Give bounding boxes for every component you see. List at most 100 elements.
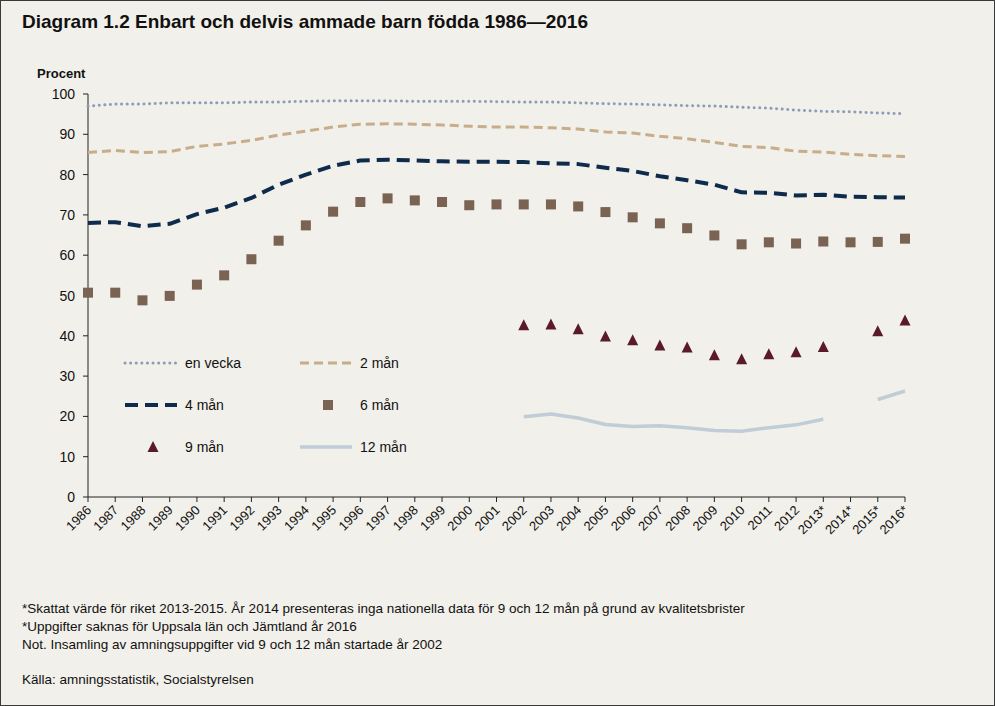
series-marker (410, 195, 420, 205)
x-tick (632, 497, 633, 502)
y-axis-label: Procent (37, 66, 86, 81)
x-tick (714, 497, 715, 502)
series-marker (518, 319, 529, 330)
legend-swatch (125, 362, 177, 365)
series-marker (545, 319, 556, 330)
x-tick-label: 1993 (254, 503, 285, 534)
title: Diagram 1.2 Enbart och delvis ammade bar… (22, 11, 588, 32)
series-marker (137, 295, 147, 305)
series-marker (165, 291, 175, 301)
x-tick-label: 1991 (199, 503, 230, 534)
x-tick (850, 497, 851, 502)
series-marker (274, 236, 284, 246)
series-marker (655, 218, 665, 228)
series-marker (492, 199, 502, 209)
y-tick-label: 10 (59, 449, 75, 465)
x-tick-label: 2013* (795, 503, 830, 538)
x-tick-label: 2005 (580, 503, 611, 534)
x-tick-label: 2004 (553, 503, 584, 534)
y-tick-label: 90 (59, 126, 75, 142)
series-marker (628, 212, 638, 222)
x-tick-label: 1999 (417, 503, 448, 534)
y-tick-label: 30 (59, 368, 75, 384)
series-marker (791, 346, 802, 357)
y-tick-label: 80 (59, 167, 75, 183)
legend: en vecka2 mån4 mån6 mån9 mån12 mån (125, 355, 407, 455)
series-marker (900, 234, 910, 244)
x-tick (877, 497, 878, 502)
x-tick (387, 497, 388, 502)
series-marker (709, 230, 719, 240)
x-tick (741, 497, 742, 502)
series-marker (873, 237, 883, 247)
series-marker (573, 323, 584, 334)
series-marker (600, 331, 611, 342)
x-tick-label: 2006 (608, 503, 639, 534)
x-tick-label: 2001 (472, 503, 503, 534)
y-tick-label: 50 (59, 288, 75, 304)
x-tick-label: 2014* (822, 503, 857, 538)
series-marker (682, 223, 692, 233)
series-marker (573, 201, 583, 211)
series-marker (110, 288, 120, 298)
x-tick (823, 497, 824, 502)
y-tick-label: 40 (59, 328, 75, 344)
x-tick (687, 497, 688, 502)
x-tick (659, 497, 660, 502)
x-tick-label: 2000 (444, 503, 475, 534)
series-marker (464, 200, 474, 210)
series-marker (355, 197, 365, 207)
x-tick-label: 2003 (526, 503, 557, 534)
x-tick (360, 497, 361, 502)
y-tick (83, 214, 88, 215)
x-tick-label: 2002 (499, 503, 530, 534)
series-marker (846, 237, 856, 247)
x-tick (333, 497, 334, 502)
legend-label: en vecka (185, 355, 241, 371)
y-tick (83, 134, 88, 135)
x-tick (88, 497, 89, 502)
series-marker (764, 237, 774, 247)
x-tick (523, 497, 524, 502)
background (1, 1, 995, 706)
x-tick (796, 497, 797, 502)
series-marker (791, 239, 801, 249)
note: *Skattat värde för riket 2013-2015. År 2… (22, 601, 745, 616)
series-marker (737, 239, 747, 249)
y-tick (83, 94, 88, 95)
x-tick (278, 497, 279, 502)
legend-label: 12 mån (360, 439, 407, 455)
x-tick (251, 497, 252, 502)
legend-label: 4 mån (185, 397, 224, 413)
x-tick (578, 497, 579, 502)
series-marker (736, 353, 747, 364)
series-marker (818, 341, 829, 352)
series-marker (83, 288, 93, 298)
series-marker (192, 280, 202, 290)
x-tick-label: 1995 (308, 503, 339, 534)
series-marker (654, 339, 665, 350)
note: Not. Insamling av amningsuppgifter vid 9… (22, 637, 442, 652)
x-tick (442, 497, 443, 502)
x-tick-label: 1992 (226, 503, 257, 534)
legend-swatch (125, 403, 177, 407)
chart: Diagram 1.2 Enbart och delvis ammade bar… (0, 0, 995, 706)
series-marker (709, 349, 720, 360)
series-marker (301, 220, 311, 230)
x-tick (224, 497, 225, 502)
legend-swatch (300, 445, 352, 449)
series-marker (546, 199, 556, 209)
x-tick-label: 2009 (689, 503, 720, 534)
x-tick-label: 2011 (745, 503, 775, 533)
x-tick-label: 1998 (390, 503, 421, 534)
series-marker (627, 334, 638, 345)
x-tick-label: 2008 (662, 503, 693, 534)
x-tick-label: 1996 (335, 503, 366, 534)
series-marker (219, 270, 229, 280)
y-tick (83, 376, 88, 377)
y-tick (83, 416, 88, 417)
x-tick-label: 2016* (876, 503, 911, 538)
y-tick (83, 456, 88, 457)
series-marker (328, 207, 338, 217)
series-marker (600, 207, 610, 217)
